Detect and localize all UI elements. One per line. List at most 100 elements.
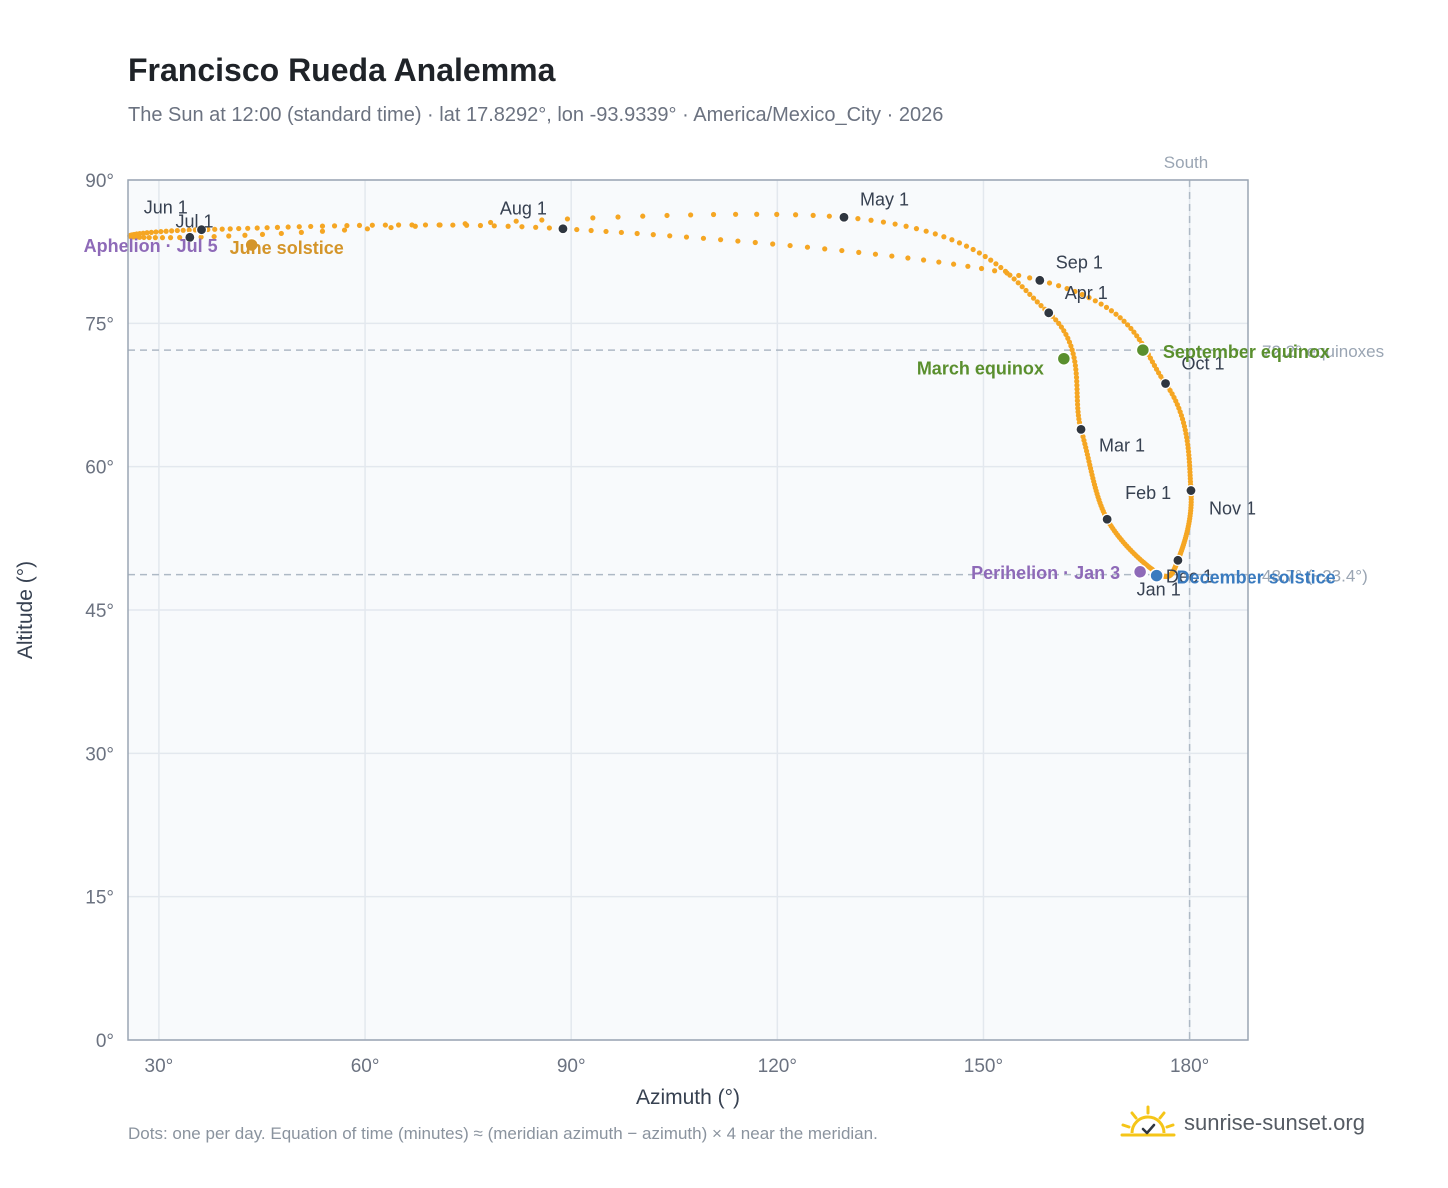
daily-dot	[1071, 355, 1077, 361]
daily-dot	[618, 229, 624, 236]
daily-dot	[356, 222, 363, 229]
daily-dot	[1131, 329, 1137, 335]
daily-dot	[667, 233, 673, 239]
daily-dot	[1027, 291, 1033, 297]
daily-dot	[710, 211, 717, 218]
daily-dot	[169, 228, 175, 234]
daily-dot	[855, 216, 861, 222]
brand-text: sunrise-sunset.org	[1184, 1110, 1365, 1135]
daily-dot	[988, 257, 994, 263]
daily-dot	[1108, 308, 1115, 314]
reference-line-label: 72.2° equinoxes	[1262, 342, 1384, 361]
daily-dot	[274, 224, 281, 230]
event-point	[1056, 351, 1072, 366]
footnote: Dots: one per day. Equation of time (min…	[128, 1124, 878, 1143]
daily-dot	[1103, 304, 1110, 310]
daily-dot	[1121, 318, 1127, 324]
daily-dot	[992, 268, 998, 274]
event-label: December solstice	[1177, 568, 1336, 588]
daily-dot	[159, 235, 166, 241]
daily-dot	[1079, 291, 1085, 298]
daily-dot	[174, 227, 180, 234]
month-point	[1101, 513, 1113, 525]
daily-dot	[976, 250, 982, 256]
daily-dot	[1055, 283, 1062, 289]
event-markers: March equinox September equinox June solst…	[84, 236, 1336, 588]
daily-dot	[308, 223, 314, 230]
daily-dot	[810, 212, 816, 218]
brand[interactable]: sunrise-sunset.org	[1120, 1100, 1365, 1146]
daily-dot	[331, 223, 338, 229]
month-point	[184, 231, 196, 243]
daily-dot	[533, 224, 539, 230]
daily-dot	[341, 227, 348, 233]
month-point	[1043, 307, 1055, 319]
daily-dot	[152, 235, 158, 241]
daily-dot	[892, 221, 898, 227]
y-tick-label: 60°	[85, 458, 114, 479]
daily-dot	[752, 239, 758, 246]
month-label: Jan 1	[1137, 580, 1181, 600]
daily-dot	[949, 237, 955, 243]
daily-dot	[236, 225, 242, 232]
event-point	[1132, 564, 1148, 580]
daily-dot	[422, 222, 429, 228]
daily-dot	[1004, 270, 1010, 276]
month-label: May 1	[860, 189, 909, 209]
daily-dot	[683, 234, 690, 240]
sun-rising-icon	[1120, 1105, 1176, 1137]
daily-dot	[146, 234, 152, 241]
month-label: Oct 1	[1182, 354, 1225, 374]
daily-dot	[1046, 280, 1053, 286]
daily-dot	[1056, 320, 1062, 326]
daily-dot	[1064, 285, 1070, 292]
daily-dot	[344, 223, 350, 229]
daily-dot	[615, 214, 621, 220]
daily-dot	[1030, 295, 1037, 301]
daily-dot	[198, 234, 204, 240]
daily-dot	[219, 226, 225, 232]
daily-dot	[450, 222, 456, 228]
daily-dot	[1113, 311, 1119, 317]
y-tick-label: 0°	[96, 1031, 114, 1052]
event-point	[1149, 568, 1164, 583]
daily-dot	[1072, 288, 1078, 295]
month-point	[1185, 484, 1197, 497]
daily-dot	[1011, 276, 1017, 282]
daily-dot	[163, 228, 169, 234]
event-label: Perihelion · Jan 3	[971, 563, 1120, 583]
daily-dot	[1019, 284, 1025, 290]
daily-dot	[505, 223, 511, 229]
daily-dot	[1073, 370, 1079, 377]
daily-dot	[1023, 287, 1029, 294]
reference-lines: 72.2° equinoxes 48.7° (−23.4°)	[128, 180, 1384, 1040]
month-point	[838, 211, 850, 223]
daily-dot	[1075, 405, 1081, 411]
daily-dot	[718, 237, 724, 243]
daily-dot	[140, 230, 146, 236]
x-tick-label: 30°	[145, 1056, 174, 1077]
event-label: June solstice	[230, 238, 344, 258]
y-tick-label: 90°	[85, 171, 114, 192]
event-label: September equinox	[1163, 342, 1330, 362]
daily-dot	[956, 240, 963, 246]
daily-dot	[1074, 394, 1080, 400]
daily-dot	[464, 222, 470, 228]
chart-subtitle: The Sun at 12:00 (standard time) · lat 1…	[128, 104, 944, 126]
daily-dot	[826, 213, 832, 219]
daily-dot	[409, 222, 415, 228]
chart-title: Francisco Rueda Analemma	[128, 52, 556, 88]
month-point	[1034, 274, 1046, 286]
daily-dot	[364, 226, 371, 232]
daily-dot	[491, 223, 497, 229]
daily-dot	[242, 232, 248, 238]
daily-dot	[804, 244, 811, 250]
daily-dot	[963, 243, 970, 249]
daily-dot	[1073, 374, 1080, 380]
daily-dot	[539, 217, 545, 223]
daily-dot	[369, 222, 375, 228]
daily-dot	[839, 247, 845, 254]
daily-dot	[650, 232, 656, 238]
daily-dot	[1074, 378, 1080, 384]
